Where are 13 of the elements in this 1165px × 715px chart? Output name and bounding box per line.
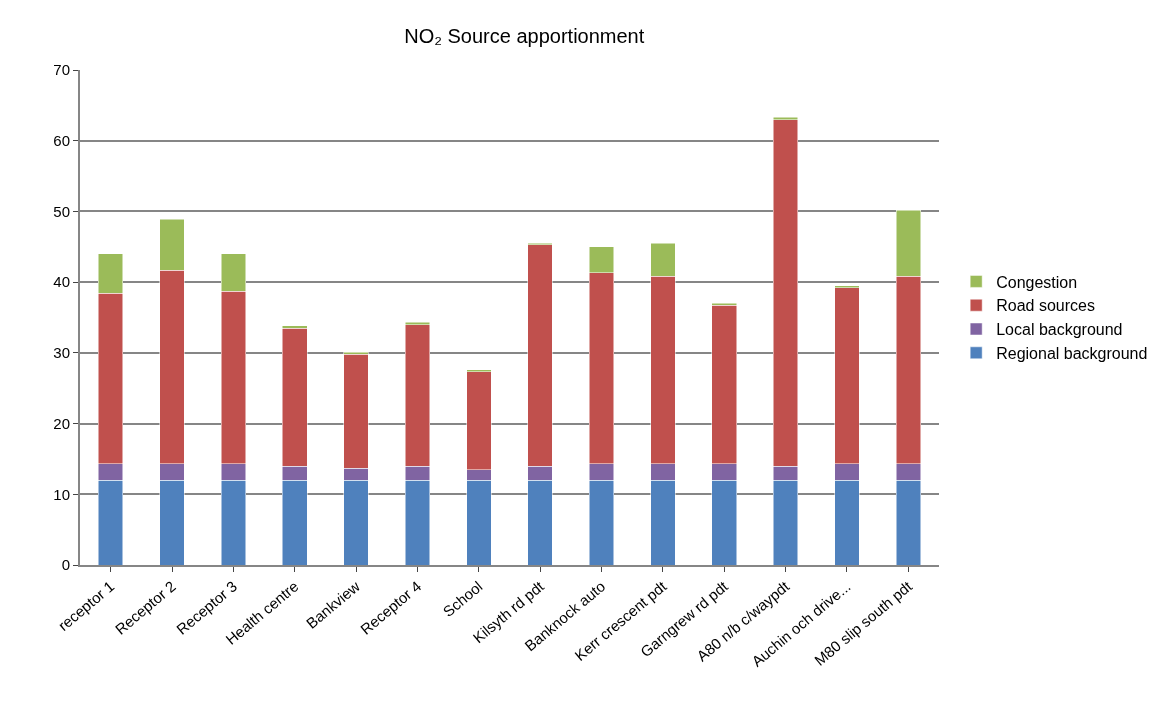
legend-label: Local background	[996, 321, 1123, 339]
y-tick-label: 30	[53, 344, 70, 362]
y-tick-label: 50	[53, 202, 70, 220]
y-tick-label: 40	[53, 273, 70, 291]
legend-label: Congestion	[996, 273, 1078, 291]
y-tick-label: 20	[53, 414, 70, 432]
legend-label: Road sources	[996, 297, 1095, 315]
y-tick-label: 60	[53, 131, 70, 149]
y-tick-label: 0	[61, 556, 70, 574]
y-tick-label: 70	[53, 61, 70, 79]
legend-label: Regional background	[996, 345, 1148, 363]
chart-title: NO₂ Source apportionment	[404, 24, 645, 47]
y-tick-label: 10	[53, 485, 70, 503]
